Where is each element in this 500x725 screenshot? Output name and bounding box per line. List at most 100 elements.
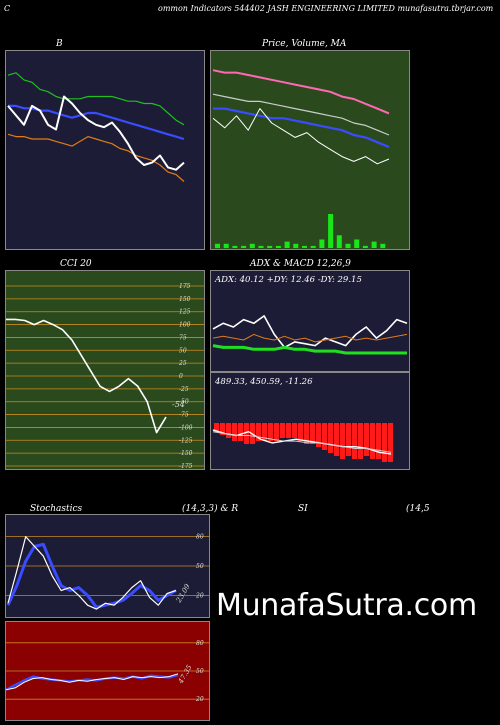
macd-values-label: 489.33, 450.59, -11.26 (215, 377, 313, 387)
adx-series-line-0 (212, 315, 408, 349)
macd-histogram-bar (238, 423, 243, 441)
macd-histogram-bar (334, 423, 339, 456)
bollinger-series-line-2 (7, 133, 185, 182)
bollinger-chart (6, 51, 204, 249)
cci-tick-label: 125 (179, 309, 191, 316)
macd-histogram-bar (358, 423, 363, 459)
macd-series-line-0 (212, 429, 392, 455)
macd-histogram-bar (292, 423, 297, 438)
volume-bar (223, 243, 229, 249)
macd-histogram-bar (322, 423, 327, 450)
rsi-title-right: (14,5 (406, 504, 430, 514)
price-series-line-0 (212, 69, 390, 115)
macd-histogram-bar (244, 423, 249, 444)
volume-bar (267, 245, 273, 248)
macd-histogram-bar (382, 423, 387, 462)
volume-bar (345, 243, 351, 249)
stochastics-tick-label: 20 (195, 592, 204, 599)
macd-histogram-bar (376, 423, 381, 459)
panel-background (6, 271, 204, 469)
macd-histogram-bar (340, 423, 345, 459)
adx-values-label: ADX: 40.12 +DY: 12.46 -DY: 29.15 (215, 275, 362, 285)
rsi-series-line-1 (6, 673, 179, 691)
header-left-char: C (4, 4, 11, 13)
macd-histogram-bar (280, 423, 285, 438)
macd-histogram-bar (262, 423, 267, 441)
macd-panel: 489.33, 450.59, -11.26 (210, 372, 410, 470)
macd-histogram-bar (274, 423, 279, 441)
stochastics-title-right: (14,3,3) & R (182, 504, 239, 514)
stochastics-tick-label: 80 (196, 534, 204, 541)
adx-chart (211, 271, 409, 371)
volume-bar (215, 243, 220, 249)
adx-title: ADX & MACD 12,26,9 (250, 259, 351, 269)
volume-bar (362, 245, 368, 248)
cci-series-line-0 (6, 318, 167, 434)
volume-bar (275, 245, 281, 248)
cci-tick-label: 100 (179, 322, 191, 329)
volume-bar (241, 245, 247, 248)
rsi-tick-label: 50 (196, 668, 204, 675)
cci-tick-label: 150 (179, 296, 191, 303)
macd-histogram-bar (352, 423, 357, 459)
macd-histogram-bar (214, 423, 219, 432)
panel-background (6, 51, 204, 249)
cci-tick-label: -125 (179, 437, 193, 444)
volume-bar (258, 245, 264, 248)
adx-panel: ADX: 40.12 +DY: 12.46 -DY: 29.15 (210, 270, 410, 372)
price-series-line-1 (212, 93, 390, 136)
cci-chart: 175 150 125 100 75 50 25 0 -25 -50 -75 -100 -125 -150… (6, 271, 204, 469)
macd-histogram-bar (298, 423, 303, 441)
cci-title: CCI 20 (60, 259, 92, 269)
cci-tick-label: -100 (179, 424, 193, 431)
cci-tick-label: -25 (179, 386, 189, 393)
stochastics-series-line-0 (6, 542, 177, 609)
cci-tick-label: 175 (179, 283, 191, 290)
bollinger-series-line-0 (7, 72, 185, 126)
volume-bar (302, 245, 307, 248)
macd-histogram-bar (370, 423, 375, 459)
macd-series-line-1 (212, 431, 392, 453)
macd-histogram-bar (286, 423, 291, 438)
macd-histogram-bar (328, 423, 333, 453)
volume-bar (319, 239, 325, 248)
macd-chart (211, 373, 409, 469)
volume-bar (354, 239, 360, 248)
cci-last-value: -54 (172, 400, 185, 409)
price-series-line-2 (213, 107, 390, 149)
header-title: ommon Indicators 544402 JASH ENGINEERING… (158, 4, 494, 13)
price-ma-title: Price, Volume, MA (262, 39, 347, 49)
cci-tick-label: 0 (179, 373, 183, 380)
cci-tick-label: -75 (179, 412, 189, 419)
macd-histogram-bar (256, 423, 261, 441)
panel-background (211, 51, 409, 249)
volume-bar (249, 243, 255, 249)
stochastics-panel: 80 50 20 23.09 (5, 514, 210, 618)
volume-bar (371, 241, 377, 248)
macd-histogram-bar (304, 423, 309, 444)
volume-bar (232, 245, 238, 248)
price-series-line-3 (212, 108, 390, 165)
volume-bar (310, 245, 316, 248)
rsi-tick-label: 20 (195, 696, 204, 703)
rsi-title: SI (298, 504, 308, 514)
price-ma-chart (211, 51, 409, 249)
price-ma-panel (210, 50, 410, 250)
bollinger-panel (5, 50, 205, 250)
cci-tick-label: 25 (178, 360, 187, 367)
volume-bar (336, 235, 342, 249)
volume-bar (328, 214, 334, 248)
macd-histogram-bar (226, 423, 231, 438)
bollinger-series-line-3 (7, 95, 185, 171)
macd-histogram-bar (268, 423, 273, 441)
adx-series-line-2 (212, 344, 407, 355)
cci-tick-label: -175 (179, 463, 193, 469)
macd-histogram-bar (316, 423, 321, 447)
cci-tick-label: 50 (179, 347, 187, 354)
stochastics-tick-label: 50 (196, 563, 204, 570)
volume-bar (284, 241, 290, 248)
macd-histogram-bar (346, 423, 351, 456)
macd-histogram-bar (364, 423, 369, 456)
rsi-tick-label: 80 (196, 640, 204, 647)
